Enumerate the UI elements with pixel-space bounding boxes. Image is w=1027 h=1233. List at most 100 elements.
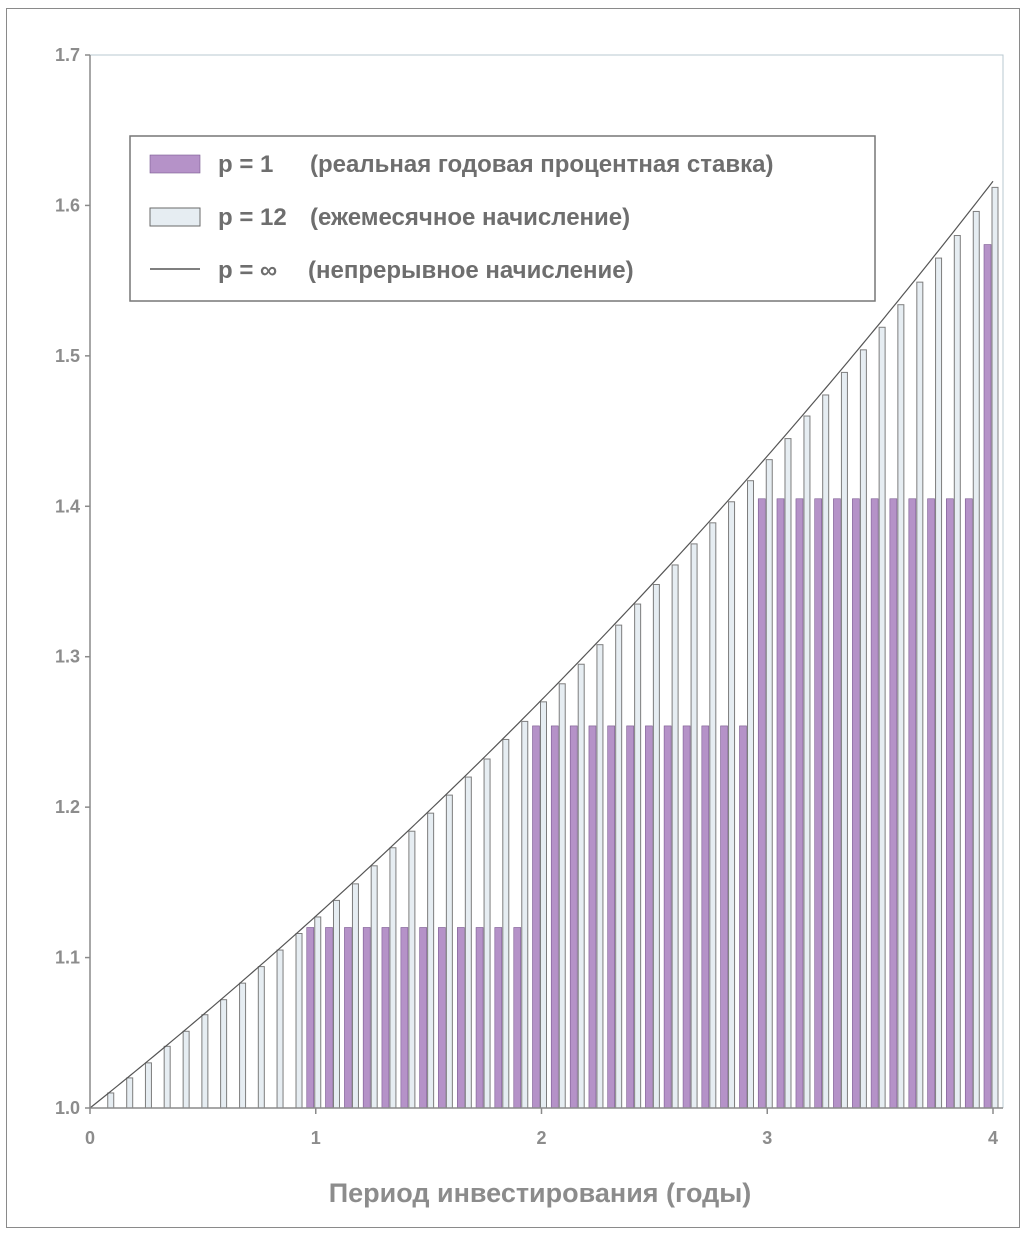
bar-p1 — [927, 498, 935, 1109]
bar-p1 — [682, 725, 691, 1109]
bar-p1 — [945, 498, 954, 1109]
x-tick-label: 1 — [311, 1128, 321, 1148]
legend-swatch-p12 — [149, 207, 201, 227]
x-tick-label: 3 — [762, 1128, 772, 1148]
bar-p12 — [596, 644, 604, 1109]
chart-frame — [6, 8, 1020, 1228]
bar-p1 — [776, 498, 785, 1109]
bar-p1 — [306, 927, 315, 1109]
bar-p12 — [671, 564, 679, 1109]
bar-p12 — [728, 501, 736, 1109]
bar-p12 — [351, 883, 359, 1109]
bar-p1 — [757, 498, 766, 1109]
bar-p12 — [521, 720, 529, 1109]
legend-label-desc: (непрерывное начисление) — [308, 257, 634, 284]
bar-p1 — [588, 725, 597, 1109]
bar-p12 — [540, 701, 547, 1109]
bar-p1 — [569, 725, 578, 1109]
y-tick-label: 1.2 — [55, 797, 80, 817]
x-tick-label: 2 — [536, 1128, 546, 1148]
bar-p12 — [822, 394, 830, 1109]
bar-p1 — [908, 498, 917, 1109]
bar-p1 — [607, 725, 615, 1109]
bar-p1 — [870, 498, 879, 1109]
bar-p1 — [344, 927, 352, 1109]
bar-p12 — [126, 1077, 134, 1109]
bar-p1 — [645, 725, 653, 1109]
bar-p1 — [494, 927, 503, 1109]
bar-p12 — [803, 415, 811, 1109]
bar-p12 — [107, 1092, 115, 1109]
bar-p1 — [701, 725, 710, 1109]
bar-p1 — [475, 927, 484, 1109]
x-axis-label: Период инвестирования (годы) — [329, 1178, 752, 1208]
bar-p1 — [795, 498, 804, 1109]
y-tick-label: 1.0 — [55, 1098, 80, 1118]
bar-p12 — [577, 663, 585, 1109]
bar-p1 — [400, 927, 409, 1109]
bar-p1 — [513, 927, 522, 1109]
bar-p1 — [964, 498, 973, 1109]
bar-p1 — [739, 725, 747, 1109]
x-tick-label: 0 — [85, 1128, 95, 1148]
bar-p12 — [709, 522, 717, 1109]
bar-p12 — [634, 603, 642, 1109]
legend-label-p: p = 1 — [218, 151, 273, 178]
bar-p12 — [747, 480, 755, 1109]
y-tick-label: 1.3 — [55, 647, 80, 667]
bar-p1 — [550, 725, 559, 1109]
series-line-p-infinity — [89, 180, 994, 1109]
y-tick-label: 1.4 — [55, 496, 80, 516]
x-tick-label: 4 — [988, 1128, 998, 1148]
plot-border — [90, 54, 1004, 1108]
bar-p12 — [182, 1030, 190, 1109]
bar-p12 — [427, 812, 435, 1109]
bar-p1 — [532, 725, 540, 1109]
bar-p12 — [652, 584, 660, 1109]
bar-p12 — [765, 459, 773, 1109]
bar-p1 — [814, 498, 822, 1109]
bar-p12 — [464, 776, 472, 1109]
bar-p12 — [859, 349, 867, 1109]
bar-p12 — [558, 683, 566, 1109]
bar-p1 — [833, 498, 841, 1109]
bar-p12 — [483, 758, 491, 1109]
bar-p12 — [163, 1045, 171, 1109]
bar-p12 — [314, 916, 322, 1109]
bar-p12 — [953, 235, 961, 1109]
bar-p1 — [889, 498, 898, 1109]
bar-p1 — [626, 725, 634, 1109]
bar-p12 — [370, 865, 378, 1109]
bar-p1 — [362, 927, 371, 1109]
bar-p12 — [916, 281, 924, 1109]
legend-swatch-p1 — [149, 154, 201, 174]
bar-p12 — [972, 210, 980, 1109]
bar-p12 — [878, 326, 886, 1109]
bar-p1 — [983, 244, 992, 1109]
bar-p1 — [457, 927, 465, 1109]
bar-p12 — [276, 949, 284, 1109]
bar-p12 — [144, 1062, 152, 1109]
bar-p12 — [840, 371, 848, 1109]
legend-label-desc: (реальная годовая процентная ставка) — [310, 151, 773, 178]
bar-p12 — [615, 624, 623, 1109]
bar-p12 — [897, 304, 905, 1109]
legend-label-p: p = ∞ — [218, 257, 277, 284]
bar-p12 — [389, 847, 397, 1109]
bar-p1 — [419, 927, 427, 1109]
bar-p12 — [784, 438, 792, 1109]
bar-p12 — [220, 999, 228, 1109]
bar-p1 — [720, 725, 728, 1109]
bar-p1 — [325, 927, 333, 1109]
bar-p12 — [239, 982, 247, 1109]
y-tick-label: 1.7 — [55, 45, 80, 65]
bar-p12 — [295, 933, 303, 1109]
bar-p1 — [663, 725, 672, 1109]
bar-p12 — [445, 794, 453, 1109]
bar-p1 — [381, 927, 390, 1109]
legend-box — [129, 135, 876, 302]
bar-p12 — [201, 1014, 209, 1109]
bar-p12 — [935, 257, 943, 1109]
bar-p1 — [438, 927, 446, 1109]
